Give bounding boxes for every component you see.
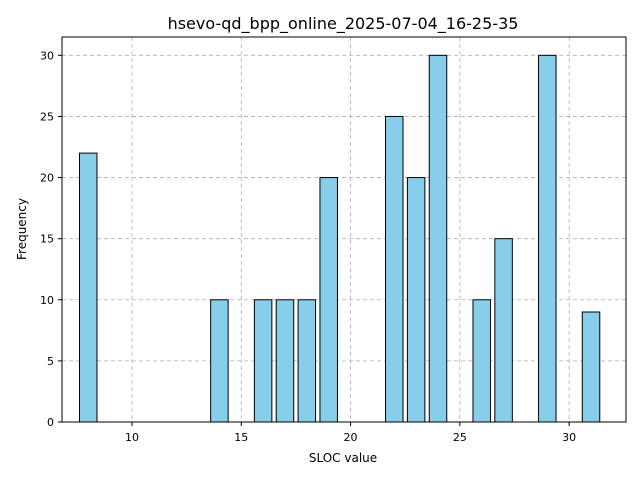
- bar: [253, 299, 273, 423]
- bar: [385, 115, 404, 423]
- bars: [78, 54, 601, 423]
- bar: [297, 299, 317, 423]
- y-tick-label: 0: [47, 416, 54, 429]
- x-tick-label: 20: [344, 431, 358, 444]
- bar: [78, 152, 98, 423]
- plot-frame: [61, 36, 627, 423]
- bar: [319, 177, 338, 423]
- grid-lines: [62, 37, 626, 423]
- bar: [275, 299, 295, 423]
- bar: [581, 311, 601, 423]
- bar: [472, 299, 491, 423]
- x-axis-label: SLOC value: [309, 451, 377, 465]
- y-tick-label: 20: [40, 172, 54, 185]
- x-tick-label: 25: [453, 431, 467, 444]
- y-tick-label: 30: [40, 49, 54, 62]
- chart-title: hsevo-qd_bpp_online_2025-07-04_16-25-35: [168, 14, 519, 34]
- bar: [406, 177, 426, 423]
- bar: [210, 299, 229, 423]
- bar: [428, 54, 448, 423]
- y-tick-label: 25: [40, 110, 54, 123]
- x-tick-label: 30: [562, 431, 576, 444]
- x-tick-label: 10: [125, 431, 139, 444]
- y-tick-label: 10: [40, 294, 54, 307]
- y-tick-label: 15: [40, 233, 54, 246]
- x-tick-label: 15: [234, 431, 248, 444]
- axes: [61, 36, 627, 423]
- bar: [494, 238, 513, 423]
- ticks: 10 15 20 25 30 0 5 10 15 20 25 30: [40, 49, 576, 444]
- bar: [538, 54, 557, 423]
- y-axis-label: Frequency: [15, 198, 29, 260]
- y-tick-label: 5: [47, 355, 54, 368]
